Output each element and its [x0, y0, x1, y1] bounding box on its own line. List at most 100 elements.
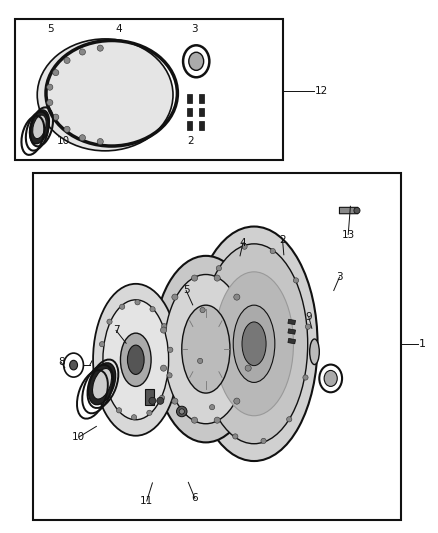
Ellipse shape: [189, 52, 204, 70]
Circle shape: [261, 438, 266, 443]
Text: 13: 13: [342, 230, 355, 239]
Text: 5: 5: [47, 25, 54, 34]
Circle shape: [234, 294, 240, 300]
Text: 5: 5: [183, 286, 190, 295]
Circle shape: [159, 395, 165, 400]
Circle shape: [97, 45, 103, 51]
Text: 8: 8: [58, 358, 65, 367]
Ellipse shape: [319, 365, 342, 392]
Circle shape: [99, 342, 105, 347]
Circle shape: [209, 405, 215, 410]
Circle shape: [53, 69, 59, 76]
Circle shape: [303, 375, 308, 380]
Circle shape: [64, 58, 70, 63]
Text: 6: 6: [191, 494, 198, 503]
Text: 3: 3: [336, 272, 343, 282]
Circle shape: [97, 139, 103, 144]
Bar: [187, 108, 192, 116]
Ellipse shape: [120, 333, 151, 386]
Circle shape: [245, 327, 251, 333]
FancyBboxPatch shape: [339, 207, 358, 214]
Bar: [15, 19, 283, 160]
Circle shape: [167, 373, 172, 378]
Ellipse shape: [310, 339, 319, 365]
Circle shape: [150, 306, 155, 312]
Circle shape: [200, 308, 205, 313]
Circle shape: [149, 397, 156, 405]
Circle shape: [147, 410, 152, 415]
Text: 2: 2: [187, 136, 194, 146]
Ellipse shape: [215, 272, 293, 416]
Ellipse shape: [324, 370, 337, 386]
Ellipse shape: [153, 256, 258, 442]
Bar: [33, 173, 401, 520]
Circle shape: [270, 248, 276, 254]
Bar: [199, 108, 204, 116]
Circle shape: [245, 365, 251, 371]
Circle shape: [233, 434, 238, 439]
Circle shape: [135, 300, 140, 305]
Circle shape: [191, 417, 198, 423]
Bar: [199, 94, 204, 103]
Text: 3: 3: [191, 25, 198, 34]
Circle shape: [177, 406, 187, 417]
Text: 7: 7: [113, 326, 120, 335]
Bar: [187, 121, 192, 130]
Circle shape: [168, 347, 173, 352]
Circle shape: [47, 84, 53, 90]
Circle shape: [179, 409, 184, 414]
Ellipse shape: [88, 363, 116, 405]
Circle shape: [131, 415, 137, 420]
Text: 12: 12: [315, 86, 328, 95]
Text: 1: 1: [419, 339, 426, 349]
Circle shape: [47, 100, 53, 106]
Circle shape: [286, 417, 292, 422]
Ellipse shape: [242, 322, 266, 366]
Circle shape: [99, 367, 104, 373]
Circle shape: [214, 417, 220, 423]
Ellipse shape: [92, 368, 112, 399]
Circle shape: [234, 398, 240, 404]
Circle shape: [162, 324, 167, 329]
Bar: [288, 329, 296, 334]
Text: 4: 4: [115, 25, 122, 34]
Ellipse shape: [233, 305, 275, 383]
Ellipse shape: [127, 345, 144, 375]
Circle shape: [64, 126, 70, 132]
Ellipse shape: [164, 274, 247, 424]
Text: 9: 9: [305, 312, 312, 322]
Circle shape: [120, 304, 125, 309]
Circle shape: [214, 275, 220, 281]
Text: 10: 10: [72, 432, 85, 442]
Bar: [199, 121, 204, 130]
Circle shape: [242, 244, 247, 249]
Ellipse shape: [183, 45, 209, 77]
Ellipse shape: [191, 227, 318, 461]
Ellipse shape: [93, 284, 179, 436]
Ellipse shape: [37, 39, 173, 151]
Circle shape: [160, 365, 166, 371]
Bar: [145, 389, 154, 405]
Text: 11: 11: [140, 496, 153, 506]
Ellipse shape: [200, 244, 307, 443]
Circle shape: [305, 324, 311, 329]
Circle shape: [191, 275, 198, 281]
Text: 10: 10: [57, 136, 70, 146]
Circle shape: [79, 49, 85, 55]
Text: 4: 4: [240, 238, 247, 247]
Circle shape: [354, 207, 360, 214]
Circle shape: [198, 358, 203, 364]
Circle shape: [293, 278, 299, 283]
Circle shape: [160, 327, 166, 333]
Bar: [288, 338, 296, 344]
Ellipse shape: [29, 110, 49, 144]
Ellipse shape: [64, 353, 83, 377]
Circle shape: [157, 397, 164, 405]
Ellipse shape: [70, 360, 78, 370]
Circle shape: [105, 391, 110, 396]
Circle shape: [117, 408, 122, 413]
Circle shape: [172, 398, 178, 404]
Text: 2: 2: [279, 235, 286, 245]
Ellipse shape: [33, 115, 46, 139]
Ellipse shape: [103, 300, 169, 420]
